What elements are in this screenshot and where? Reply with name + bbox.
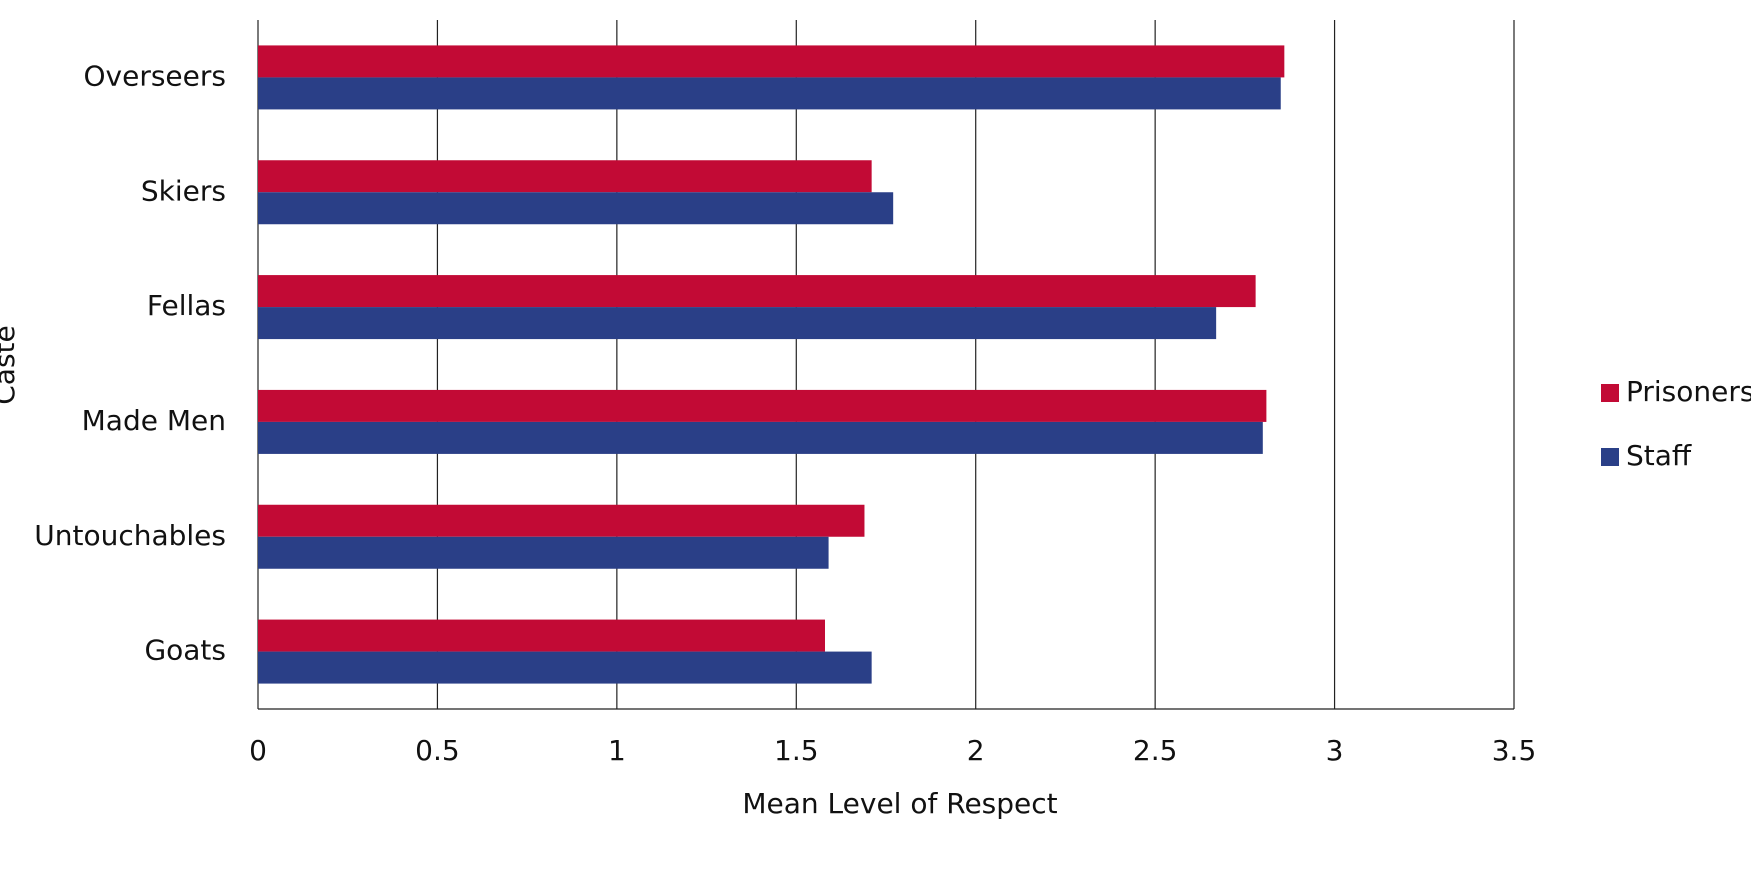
bar <box>258 504 865 537</box>
legend-swatch <box>1601 448 1619 466</box>
y-tick-label: Fellas <box>147 289 226 322</box>
bar <box>258 45 1285 78</box>
bar <box>258 307 1217 340</box>
x-tick-label: 1.5 <box>774 734 819 767</box>
y-tick-label: Goats <box>144 634 226 667</box>
x-tick-label: 3 <box>1326 734 1344 767</box>
bar <box>258 192 894 225</box>
bar <box>258 389 1267 422</box>
x-axis-label: Mean Level of Respect <box>742 787 1057 820</box>
legend-swatch <box>1601 384 1619 402</box>
bar <box>258 651 872 684</box>
x-tick-label: 1 <box>608 734 626 767</box>
y-axis-label: Caste <box>0 325 21 405</box>
bar <box>258 619 825 652</box>
y-tick-label: Skiers <box>141 174 226 207</box>
x-tick-label: 0.5 <box>415 734 460 767</box>
y-tick-label: Untouchables <box>34 519 226 552</box>
bar <box>258 275 1256 308</box>
x-tick-label: 2.5 <box>1133 734 1178 767</box>
y-tick-label: Overseers <box>84 59 227 92</box>
x-tick-label: 0 <box>249 734 267 767</box>
bar <box>258 536 829 569</box>
legend-label: Staff <box>1626 439 1692 472</box>
x-tick-label: 3.5 <box>1492 734 1537 767</box>
x-tick-label: 2 <box>967 734 985 767</box>
bar <box>258 160 872 193</box>
legend-label: Prisoners <box>1626 375 1751 408</box>
y-tick-label: Made Men <box>82 404 226 437</box>
bar <box>258 421 1263 454</box>
bar <box>258 77 1281 110</box>
